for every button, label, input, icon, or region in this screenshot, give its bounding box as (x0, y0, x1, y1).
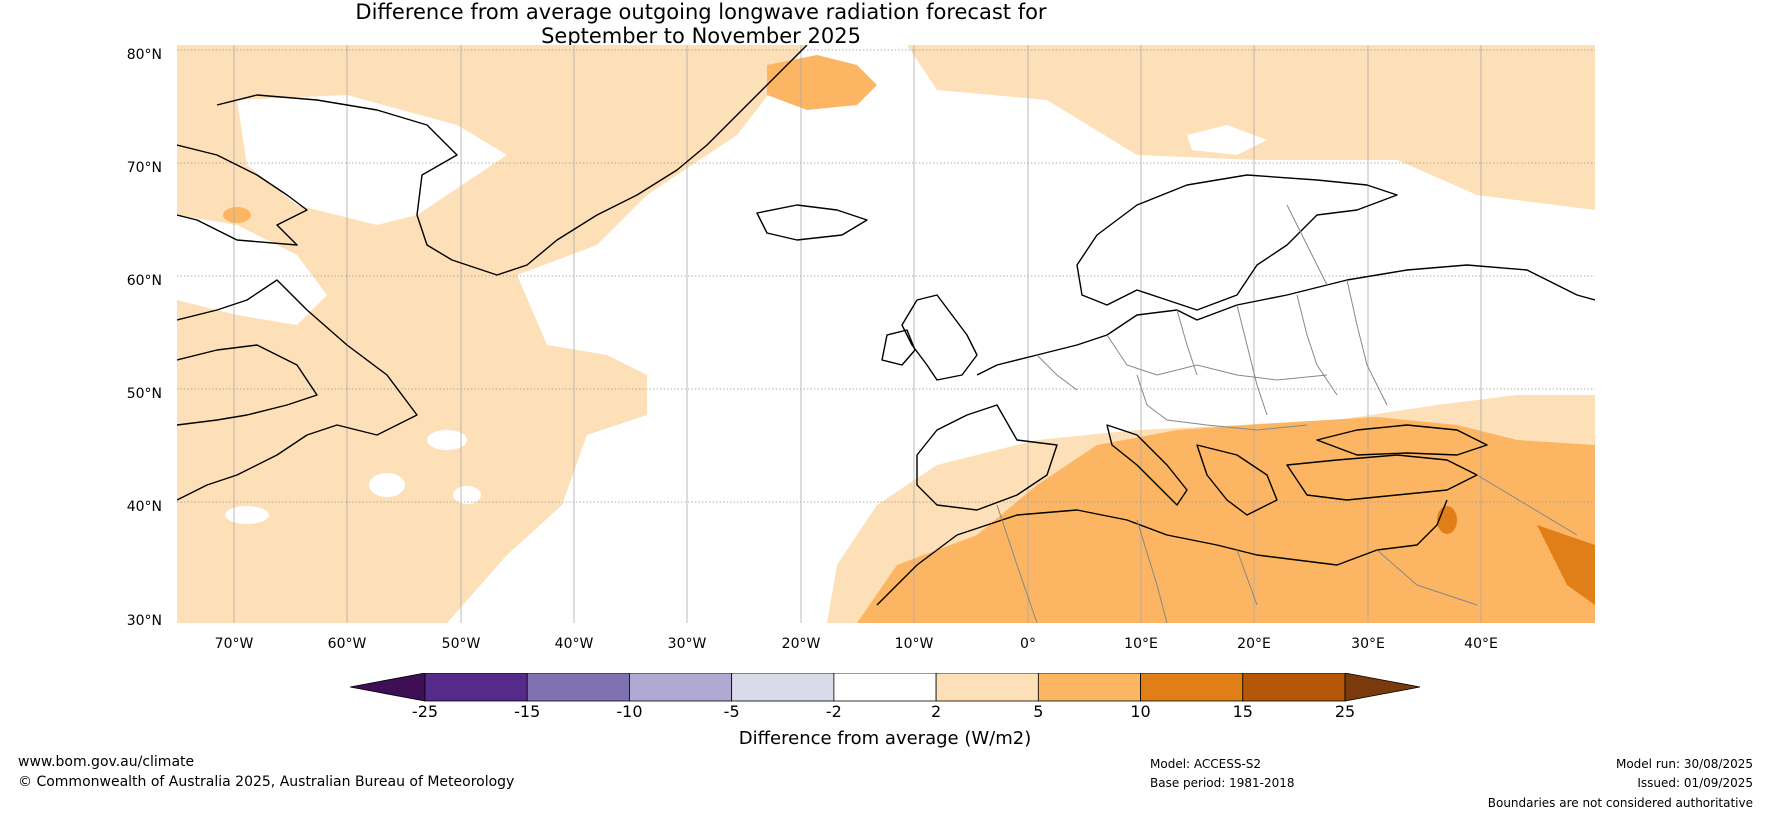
colorbar-segment (1140, 673, 1244, 702)
colorbar-extend-high (1344, 673, 1420, 702)
colorbar-tick-label: 15 (1232, 702, 1253, 721)
lon-label-30e: 30°E (1351, 636, 1385, 652)
hudson-quebec-coast (177, 344, 318, 426)
labrador-coast (177, 279, 418, 501)
lon-label-10e: 10°E (1124, 636, 1158, 652)
lon-label-40e: 40°E (1464, 636, 1498, 652)
colorbar-label: Difference from average (W/m2) (738, 728, 1032, 749)
italy-coast (1106, 424, 1188, 506)
footer-base-period: Base period: 1981-2018 (1150, 776, 1295, 790)
atlantic-patch-2 (369, 473, 405, 497)
colorbar-segment (424, 673, 528, 702)
europe-continent-coast (976, 264, 1595, 376)
colorbar-tick-label: -25 (411, 702, 439, 721)
lon-label-30w: 30°W (667, 636, 707, 652)
colorbar-segments (350, 673, 1420, 702)
colorbar-tick-label: 10 (1130, 702, 1151, 721)
lat-label-30n: 30°N (126, 613, 162, 629)
lon-label-0: 0° (1020, 636, 1036, 652)
colorbar-tick-label: -5 (723, 702, 740, 721)
colorbar-segment (1037, 673, 1141, 702)
lon-label-40w: 40°W (554, 636, 594, 652)
scandinavia-coast (1076, 174, 1398, 311)
coastlines (177, 45, 1595, 606)
colorbar-tick-label: -2 (825, 702, 842, 721)
colorbar-segment (731, 673, 835, 702)
arctic-scandinavia-region (907, 45, 1595, 210)
lon-label-60w: 60°W (327, 636, 367, 652)
greenland-west-patch (223, 207, 251, 223)
north-africa-coast (876, 499, 1448, 606)
lat-label-70n: 70°N (126, 160, 162, 176)
chart-title: Difference from average outgoing longwav… (0, 0, 1402, 48)
lon-label-20w: 20°W (781, 636, 821, 652)
atlantic-patch-3 (225, 506, 269, 524)
near-zero-patches (177, 95, 1267, 524)
lat-label-50n: 50°N (126, 386, 162, 402)
title-line-2: September to November 2025 (541, 24, 861, 48)
lon-label-10w: 10°W (894, 636, 934, 652)
lon-label-70w: 70°W (214, 636, 254, 652)
colorbar-tick-label: 5 (1033, 702, 1044, 721)
colorbar-tick-label: -15 (514, 702, 541, 721)
colorbar-extend-low (350, 673, 426, 702)
mediterranean-north-africa-region (857, 417, 1595, 623)
colorbar-tick-label: 25 (1334, 702, 1356, 721)
iran-patch (1537, 525, 1595, 605)
labrador-patch (177, 215, 327, 325)
title-line-1: Difference from average outgoing longwav… (355, 0, 1047, 24)
colorbar-segment (833, 673, 937, 702)
iceland-coast (756, 204, 868, 241)
atlantic-patch-1 (427, 430, 467, 450)
footer-issued: Issued: 01/09/2025 (1637, 776, 1753, 790)
baffin-coast (177, 144, 308, 246)
national-borders (996, 204, 1578, 623)
black-sea-coast (1316, 424, 1488, 456)
svalbard-region (767, 55, 877, 110)
turkey-coast (1286, 454, 1478, 501)
footer-model: Model: ACCESS-S2 (1150, 757, 1262, 771)
colorbar (350, 673, 1420, 702)
colorbar-tick-label: 2 (931, 702, 942, 721)
greenland-interior-patch (237, 95, 507, 225)
levant-patch (1437, 506, 1457, 534)
ireland-coast (881, 329, 916, 366)
footer-model-run: Model run: 30/08/2025 (1615, 757, 1753, 771)
colorbar-segment (1242, 673, 1346, 702)
anomaly-map (177, 45, 1595, 623)
colorbar-segment (526, 673, 630, 702)
arctic-patch (1187, 125, 1267, 155)
lon-label-50w: 50°W (441, 636, 481, 652)
iberia-coast (916, 404, 1058, 511)
meridians (233, 45, 1482, 623)
footer-copyright: © Commonwealth of Australia 2025, Austra… (18, 774, 515, 790)
lat-label-60n: 60°N (126, 273, 162, 289)
colorbar-tick-label: -10 (616, 702, 643, 721)
balkans-greece-coast (1196, 444, 1278, 516)
lon-label-20e: 20°E (1237, 636, 1271, 652)
colorbar-segment (629, 673, 733, 702)
anomaly-5-to-10-regions (223, 55, 1595, 623)
lat-label-40n: 40°N (126, 499, 162, 515)
footer-disclaimer: Boundaries are not considered authoritat… (1487, 796, 1753, 810)
greenland-coast (216, 45, 808, 276)
colorbar-segment (935, 673, 1039, 702)
footer-website: www.bom.gov.au/climate (18, 754, 195, 770)
lat-label-80n: 80°N (126, 47, 162, 63)
britain-coast (901, 294, 978, 381)
atlantic-patch-4 (453, 486, 481, 504)
